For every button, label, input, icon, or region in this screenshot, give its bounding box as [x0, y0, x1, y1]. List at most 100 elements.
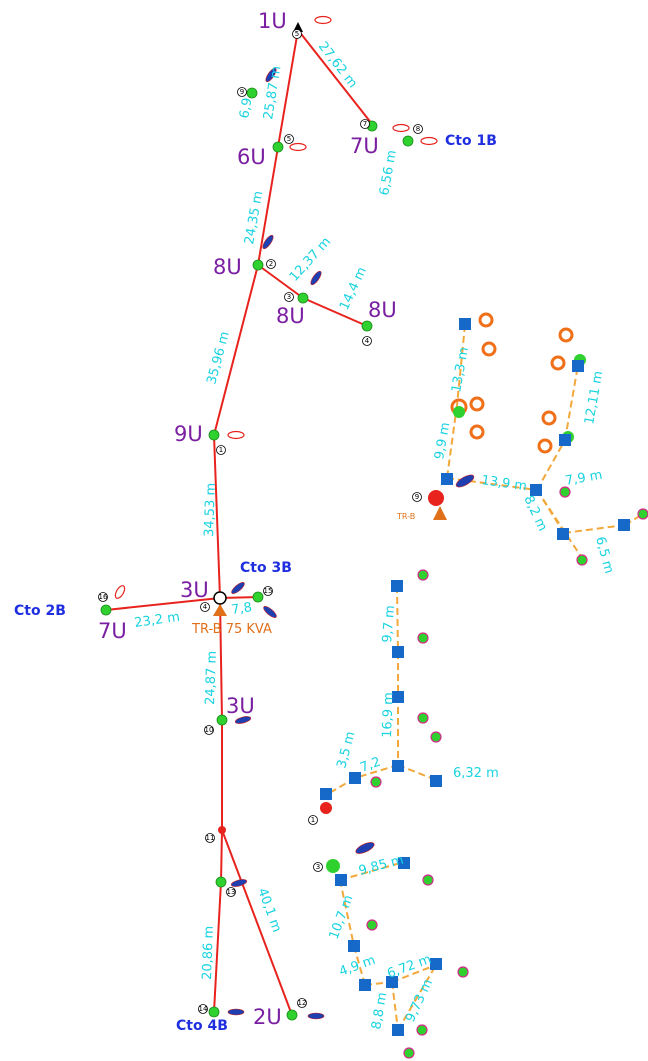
unit-label-7u-top: 7U — [350, 134, 379, 158]
svg-text:14: 14 — [199, 1005, 208, 1013]
pole-number-1: 5 — [292, 29, 302, 39]
unit-label-8u-c: 8U — [368, 298, 397, 322]
pole-number-markers: 5 9 5 7 8 2 3 4 1 4 15 16 10 11 13 14 12… — [98, 29, 423, 1014]
unit-label-9u: 9U — [174, 422, 203, 446]
pole-number-4: 7 — [360, 119, 370, 129]
svg-text:10: 10 — [205, 726, 214, 734]
distance-label: 9,85 m — [357, 853, 405, 879]
pole-number-6: 2 — [266, 259, 276, 269]
mast-boxes — [320, 318, 630, 1036]
distance-label: 34,53 m — [202, 483, 219, 538]
pole-number-14: 11 — [205, 833, 215, 843]
distance-labels: 27,62 m 25,87 m 6,56 m 24,35 m 12,37 m 1… — [133, 39, 399, 980]
pole-number-9: 1 — [216, 445, 226, 455]
distance-label: 23,2 m — [133, 610, 180, 631]
svg-text:1: 1 — [219, 446, 223, 454]
transformer-label-main: TR-B 75 KVA — [191, 622, 272, 637]
unit-label-6u: 6U — [237, 145, 266, 169]
pole-number-11: 15 — [263, 586, 273, 596]
poles-main — [100, 87, 414, 1021]
lamp-icons — [227, 67, 475, 1020]
svg-text:1: 1 — [311, 816, 315, 824]
distance-label: 13,3 m — [449, 346, 472, 394]
pole-number-20: 3 — [313, 862, 323, 872]
svg-text:13: 13 — [227, 888, 236, 896]
pole-number-8: 4 — [362, 336, 372, 346]
svg-text:15: 15 — [264, 587, 273, 595]
distance-label: 3,5 m — [334, 730, 358, 770]
distance-label: 14,4 m — [337, 265, 370, 313]
svg-text:16: 16 — [99, 593, 108, 601]
distance-label: 7,2 — [358, 755, 383, 776]
svg-text:4: 4 — [203, 603, 208, 611]
svg-text:3: 3 — [316, 863, 320, 871]
svg-text:4: 4 — [365, 337, 370, 345]
transformer-triangle-small — [433, 506, 447, 520]
cto-labels: Cto 1B Cto 3B Cto 2B Cto 4B — [14, 133, 497, 1034]
distance-label: 6,56 m — [377, 149, 400, 197]
distance-label: 9,73 m — [403, 977, 436, 1025]
transformer-pole-main — [213, 591, 227, 605]
svg-text:12: 12 — [298, 999, 307, 1007]
transformer-label-small: TR-B — [396, 512, 415, 521]
distance-label: 16,9 m — [380, 692, 397, 738]
pole-number-16: 14 — [198, 1004, 208, 1014]
unit-label-3u-b: 3U — [226, 694, 255, 718]
distance-label: 6,5 m — [592, 535, 616, 575]
cto-label-3b: Cto 3B — [240, 560, 292, 576]
distance-label: 9,7 m — [380, 605, 398, 644]
distance-label: 25,87 m — [261, 65, 284, 121]
red-pole-secondary — [320, 802, 332, 814]
pole-number-5: 8 — [413, 124, 423, 134]
distance-label: 7,9 m — [564, 468, 604, 489]
svg-text:11: 11 — [206, 834, 215, 842]
pole-number-18: 9 — [412, 492, 422, 502]
pole-number-13: 10 — [204, 725, 214, 735]
distance-label: 6,72 m — [385, 952, 433, 982]
red-pole — [218, 826, 226, 834]
lamp-outline-icons — [114, 15, 438, 599]
svg-text:5: 5 — [295, 30, 299, 38]
svg-text:2: 2 — [269, 260, 273, 268]
svg-text:9: 9 — [415, 493, 419, 501]
distance-label: 9,9 m — [432, 421, 453, 461]
pole-number-19: 1 — [308, 815, 318, 825]
pole-number-17: 12 — [297, 998, 307, 1008]
distance-label: 12,37 m — [287, 234, 334, 284]
transformer-triangle-main — [213, 604, 227, 616]
distance-label: 12,11 m — [582, 370, 606, 426]
pole-number-12: 16 — [98, 592, 108, 602]
pole-number-7: 3 — [284, 292, 294, 302]
svg-text:9: 9 — [240, 88, 244, 96]
unit-label-7u-left: 7U — [98, 619, 127, 643]
unit-label-3u-a: 3U — [180, 578, 209, 602]
unit-label-8u-b: 8U — [276, 304, 305, 328]
distance-label: 6,9 — [237, 97, 255, 120]
poles-secondary — [366, 486, 648, 1059]
green-poles-secondary — [326, 354, 586, 873]
transformer-pole-small — [428, 490, 444, 506]
distance-label: 20,86 m — [200, 926, 217, 981]
cto-label-2b: Cto 2B — [14, 603, 66, 619]
distance-label: 8,8 m — [369, 991, 390, 1031]
svg-text:8: 8 — [416, 125, 420, 133]
lamp-rings-secondary — [450, 312, 574, 454]
distance-label: 13,9 m — [480, 473, 527, 494]
distance-label: 24,87 m — [203, 651, 220, 706]
cto-label-1b: Cto 1B — [445, 133, 497, 149]
distance-label: 7,8 — [230, 600, 253, 618]
distance-label: 6,32 m — [453, 766, 499, 781]
unit-labels: 1U 7U 6U 8U 8U 8U 9U 3U 7U 3U 2U — [98, 9, 397, 1029]
unit-label-8u-a: 8U — [213, 255, 242, 279]
pole-number-3: 5 — [284, 134, 294, 144]
unit-label-1u: 1U — [258, 9, 287, 33]
unit-label-2u: 2U — [253, 1005, 282, 1029]
pole-number-15: 13 — [226, 887, 236, 897]
cto-label-4b: Cto 4B — [176, 1018, 228, 1034]
distance-label: 8,2 m — [520, 493, 549, 533]
pole-number-2: 9 — [237, 87, 247, 97]
pole-number-10: 4 — [200, 602, 210, 612]
main-network-lines — [105, 29, 373, 1016]
svg-text:5: 5 — [287, 135, 291, 143]
